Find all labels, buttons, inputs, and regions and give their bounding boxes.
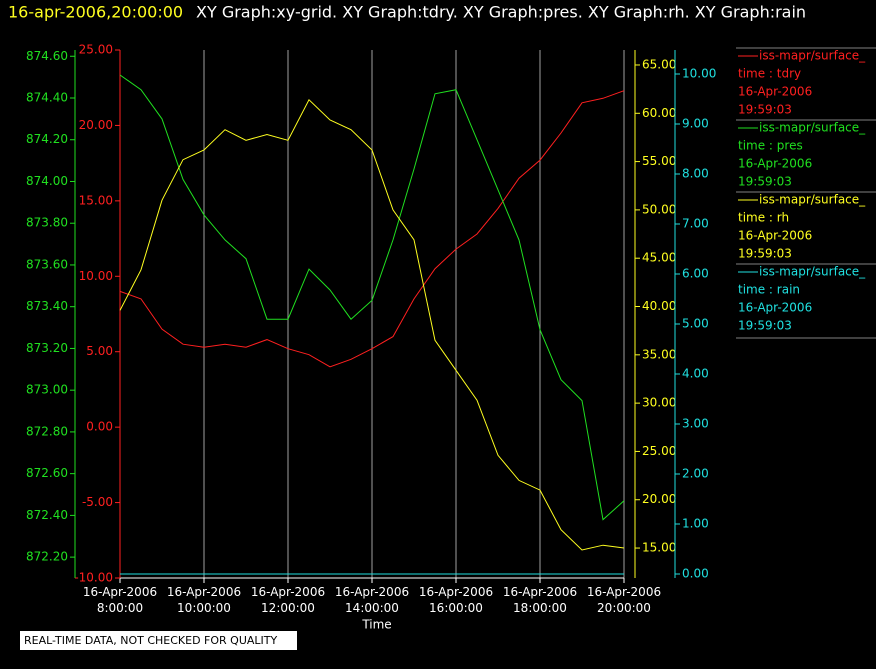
y-tick-label: 872.80	[26, 424, 68, 438]
legend-date: 16-Apr-2006	[738, 85, 812, 99]
series-line	[119, 90, 625, 368]
y-tick-label: 40.00	[642, 299, 676, 313]
y-tick-label: 30.00	[642, 396, 676, 410]
y-tick-label: 9.00	[682, 117, 709, 131]
x-tick-label: 16-Apr-2006 14:00:00	[335, 585, 409, 615]
x-tick-label: 16-Apr-2006 16:00:00	[419, 585, 493, 615]
footnote-box	[20, 631, 297, 650]
y-tick-label: 872.40	[26, 508, 68, 522]
y-tick-label: 874.40	[26, 91, 68, 105]
y-tick-label: 873.20	[26, 341, 68, 355]
y-tick-label: 20.00	[79, 118, 113, 132]
y-tick-label: 20.00	[642, 492, 676, 506]
legend-time: 19:59:03	[738, 247, 792, 261]
y-tick-label: 2.00	[682, 467, 709, 481]
y-tick-label: 15.00	[642, 541, 676, 555]
y-tick-label: 7.00	[682, 217, 709, 231]
x-tick-label: 16-Apr-2006 12:00:00	[251, 585, 325, 615]
y-tick-label: 4.00	[682, 367, 709, 381]
y-tick-label: 873.60	[26, 257, 68, 271]
x-tick-label: 16-Apr-2006 18:00:00	[503, 585, 577, 615]
legend-time: 19:59:03	[738, 319, 792, 333]
y-tick-label: -5.00	[82, 495, 113, 509]
legend-date: 16-Apr-2006	[738, 301, 812, 315]
y-tick-label: 873.80	[26, 216, 68, 230]
series-line	[119, 98, 625, 551]
legend-name: iss-mapr/surface_	[759, 49, 866, 63]
legend-label: time : rain	[738, 283, 800, 297]
y-tick-label: 5.00	[682, 317, 709, 331]
legend-label: time : tdry	[738, 67, 801, 81]
x-tick-label: 16-Apr-2006 10:00:00	[167, 585, 241, 615]
legend-name: iss-mapr/surface_	[759, 265, 866, 279]
y-tick-label: 0.00	[86, 420, 113, 434]
y-tick-label: 15.00	[79, 193, 113, 207]
y-tick-label: -10.00	[74, 571, 113, 585]
y-tick-label: 60.00	[642, 106, 676, 120]
chart-subtitle: XY Graph:xy-grid. XY Graph:tdry. XY Grap…	[196, 3, 806, 22]
y-tick-label: 874.00	[26, 174, 68, 188]
y-tick-label: 0.00	[682, 567, 709, 581]
y-tick-label: 55.00	[642, 154, 676, 168]
legend-name: iss-mapr/surface_	[759, 193, 866, 207]
y-tick-label: 35.00	[642, 347, 676, 361]
chart-title: 16-apr-2006,20:00:00	[8, 3, 183, 22]
x-axis-label: Time	[361, 618, 391, 632]
y-tick-label: 1.00	[682, 517, 709, 531]
y-tick-label: 873.00	[26, 383, 68, 397]
legend-label: time : rh	[738, 211, 789, 225]
legend-label: time : pres	[738, 139, 803, 153]
y-tick-label: 874.20	[26, 132, 68, 146]
y-tick-label: 10.00	[682, 67, 716, 81]
y-tick-label: 874.60	[26, 49, 68, 63]
series-line	[119, 74, 625, 521]
legend-time: 19:59:03	[738, 103, 792, 117]
legend-date: 16-Apr-2006	[738, 229, 812, 243]
legend-time: 19:59:03	[738, 175, 792, 189]
footnote: REAL-TIME DATA, NOT CHECKED FOR QUALITY	[24, 634, 278, 647]
y-tick-label: 5.00	[86, 344, 113, 358]
y-tick-label: 872.60	[26, 466, 68, 480]
x-tick-label: 16-Apr-2006 20:00:00	[587, 585, 661, 615]
x-tick-label: 16-Apr-2006 8:00:00	[83, 585, 157, 615]
y-tick-label: 25.00	[79, 43, 113, 57]
y-tick-label: 50.00	[642, 202, 676, 216]
y-tick-label: 872.20	[26, 550, 68, 564]
y-tick-label: 3.00	[682, 417, 709, 431]
y-tick-label: 45.00	[642, 251, 676, 265]
legend-name: iss-mapr/surface_	[759, 121, 866, 135]
y-tick-label: 65.00	[642, 57, 676, 71]
y-tick-label: 10.00	[79, 269, 113, 283]
y-tick-label: 8.00	[682, 167, 709, 181]
y-tick-label: 6.00	[682, 267, 709, 281]
legend-date: 16-Apr-2006	[738, 157, 812, 171]
y-tick-label: 873.40	[26, 299, 68, 313]
y-tick-label: 25.00	[642, 444, 676, 458]
